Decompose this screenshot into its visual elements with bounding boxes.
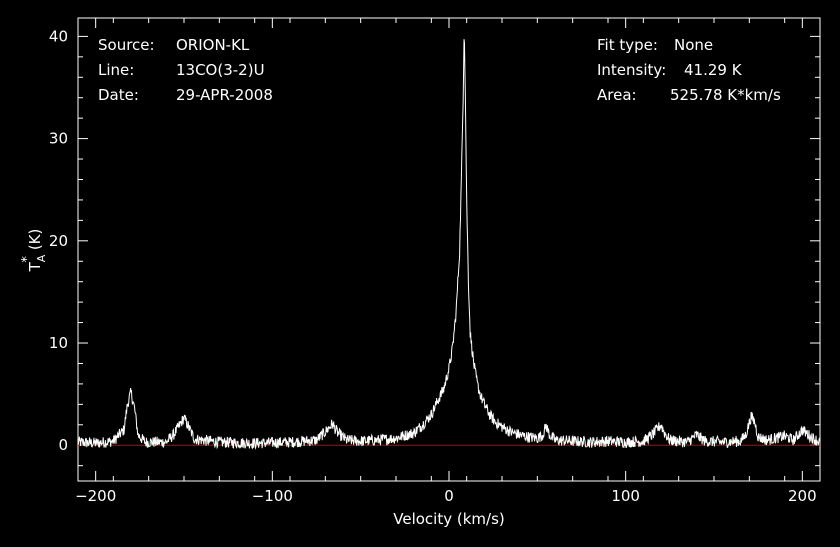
- x-tick-label: 100: [611, 487, 640, 505]
- source-value: ORION-KL: [176, 36, 250, 54]
- y-tick-label: 20: [49, 232, 68, 250]
- line-label: Line:: [98, 61, 134, 79]
- x-tick-label: 0: [444, 487, 454, 505]
- date-value: 29-APR-2008: [176, 86, 273, 104]
- y-tick-label: 10: [49, 334, 68, 352]
- area-value: 525.78 K*km/s: [670, 86, 781, 104]
- y-axis-ticks: 0 10 20 30 40: [49, 27, 820, 467]
- x-axis-label: Velocity (km/s): [393, 510, 504, 528]
- intensity-label: Intensity:: [597, 61, 666, 79]
- x-tick-label: −100: [252, 487, 293, 505]
- source-label: Source:: [98, 36, 155, 54]
- intensity-value: 41.29 K: [684, 61, 743, 79]
- y-axis-label-sup: *: [20, 256, 35, 263]
- fit-type-value: None: [674, 36, 713, 54]
- fit-type-label: Fit type:: [597, 36, 658, 54]
- y-tick-label: 40: [49, 27, 68, 45]
- x-axis-ticks: −200 −100 0 100 200: [75, 18, 821, 505]
- date-label: Date:: [98, 86, 139, 104]
- spectrum-trace: [77, 39, 821, 450]
- svg-text:TA*(K): TA* (K): [20, 229, 48, 273]
- y-tick-label: 0: [58, 436, 68, 454]
- x-tick-label: 200: [788, 487, 817, 505]
- y-tick-label: 30: [49, 130, 68, 148]
- line-value: 13CO(3-2)U: [176, 61, 265, 79]
- area-label: Area:: [597, 86, 637, 104]
- y-axis-label-base: T: [26, 261, 44, 272]
- y-axis-label-sub: A: [35, 254, 48, 262]
- y-axis-label: TA* (K): [20, 229, 48, 273]
- x-tick-label: −200: [75, 487, 116, 505]
- y-axis-label-unit: (K): [26, 229, 44, 251]
